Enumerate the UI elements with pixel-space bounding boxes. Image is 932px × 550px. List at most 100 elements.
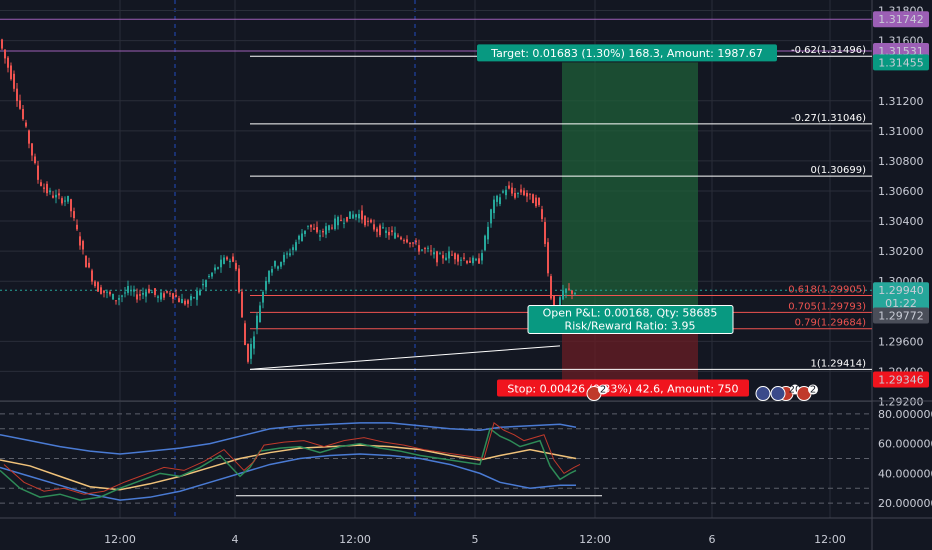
pnl-label-box[interactable] <box>527 304 734 334</box>
candle-body <box>355 214 357 218</box>
candle-body <box>328 225 330 231</box>
candle-body <box>508 185 510 189</box>
candle-body <box>184 300 186 305</box>
candle-body <box>118 298 120 300</box>
candle-body <box>442 255 444 259</box>
candle-body <box>79 236 81 246</box>
candle-body <box>247 343 249 362</box>
candle-body <box>226 257 228 260</box>
candle-body <box>550 276 552 299</box>
candle-body <box>109 291 111 295</box>
candle-body <box>493 199 495 214</box>
candle-body <box>505 189 507 196</box>
oscillator-tick-label: 40.000000 <box>878 467 932 480</box>
candle-body <box>259 305 261 323</box>
price-tag <box>873 307 929 324</box>
candle-body <box>436 251 438 263</box>
candle-body <box>13 73 15 89</box>
candle-body <box>37 165 39 180</box>
candle-body <box>418 245 420 252</box>
candle-body <box>445 257 447 261</box>
candle-body <box>214 267 216 271</box>
candle-body <box>313 228 315 230</box>
rsi-line <box>0 427 577 501</box>
candle-body <box>229 260 231 263</box>
price-tag-label: 1.29346 <box>878 374 924 387</box>
candle-body <box>4 49 6 59</box>
candle-body <box>151 292 153 294</box>
time-axis-label: 12:00 <box>579 533 611 546</box>
candle-body <box>502 191 504 193</box>
candle-body <box>16 88 18 102</box>
event-count-badge[interactable] <box>598 384 608 395</box>
candle-body <box>235 263 237 270</box>
candle-body <box>106 291 108 293</box>
candle-body <box>145 291 147 297</box>
candle-body <box>424 248 426 250</box>
candle-body <box>175 294 177 297</box>
candle-body <box>412 242 414 244</box>
event-flag-icon[interactable] <box>755 386 771 402</box>
candle-body <box>208 276 210 278</box>
price-axis-tick-label: 1.30200 <box>878 245 924 258</box>
event-count-badge[interactable] <box>808 384 818 395</box>
stop-label-box[interactable] <box>497 379 749 397</box>
price-tag <box>873 295 929 312</box>
candle-body <box>406 239 408 243</box>
oscillator-tick-label: 20.000000 <box>878 497 932 510</box>
candle-body <box>277 266 279 269</box>
candle-body <box>322 230 324 233</box>
candle-body <box>295 242 297 251</box>
candle-body <box>388 231 390 236</box>
candle-body <box>244 323 246 346</box>
candle-body <box>298 235 300 240</box>
candle-body <box>76 224 78 230</box>
candle-body <box>517 192 519 194</box>
candle-body <box>346 216 348 222</box>
candle-body <box>535 197 537 207</box>
time-axis-label: 12:00 <box>104 533 136 546</box>
candle-body <box>100 287 102 294</box>
fib-level-label: 1(1.29414) <box>810 358 866 369</box>
event-flag-icon[interactable] <box>770 386 786 402</box>
candle-body <box>223 257 225 264</box>
candle-body <box>67 195 69 202</box>
event-count-label: 2 <box>600 385 606 396</box>
candle-body <box>514 193 516 198</box>
candle-body <box>496 195 498 202</box>
candle-body <box>256 315 258 329</box>
fib-trendline[interactable] <box>249 345 561 370</box>
candle-body <box>22 108 24 120</box>
candle-body <box>340 219 342 221</box>
candle-body <box>385 230 387 233</box>
candle-body <box>475 259 477 261</box>
candle-body <box>262 291 264 303</box>
candle-body <box>82 240 84 250</box>
stochastic-line <box>3 421 581 495</box>
candle-body <box>28 130 30 144</box>
candle-body <box>397 235 399 237</box>
candle-body <box>466 260 468 264</box>
candle-body <box>253 336 255 349</box>
candle-body <box>343 222 345 224</box>
target-zone[interactable] <box>562 62 698 316</box>
candle-body <box>121 295 123 297</box>
candle-body <box>379 225 381 236</box>
bollinger-lower-line <box>0 453 576 501</box>
candle-body <box>172 293 174 299</box>
price-tag <box>873 11 929 28</box>
candle-body <box>34 156 36 164</box>
candle-body <box>394 232 396 239</box>
candle-body <box>391 230 393 233</box>
candle-body <box>289 253 291 256</box>
candle-body <box>163 293 165 298</box>
candle-body <box>571 290 573 294</box>
candle-body <box>574 293 576 295</box>
price-tag <box>873 282 929 299</box>
candle-body <box>91 270 93 282</box>
candle-body <box>73 211 75 219</box>
target-label-box[interactable] <box>477 44 777 62</box>
candle-body <box>478 258 480 264</box>
